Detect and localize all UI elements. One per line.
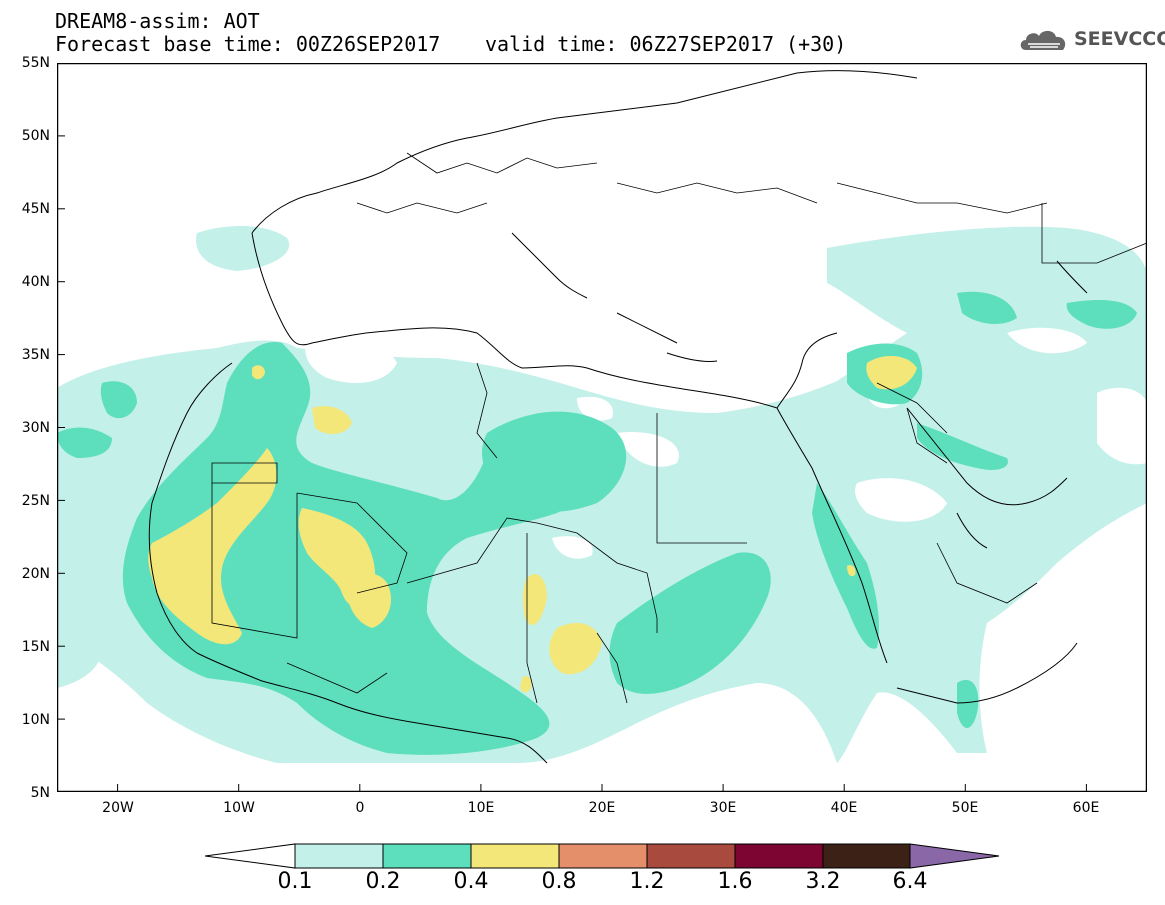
- colorbar-box-3: [470, 843, 560, 869]
- lon-label-60e: 60E: [1072, 800, 1100, 816]
- lon-label-10w: 10W: [223, 800, 255, 816]
- lon-label-0: 0: [355, 800, 365, 816]
- lon-label-50e: 50E: [951, 800, 979, 816]
- seevccc-logo: SEEVCCC: [1018, 26, 1165, 52]
- colorbar-label: 0.1: [277, 869, 313, 894]
- colorbar-box-5: [646, 843, 736, 869]
- logo-text: SEEVCCC: [1074, 28, 1165, 50]
- borders: [211, 152, 1147, 704]
- axis-ticks: [57, 63, 1087, 792]
- lat-label-50n: 50N: [21, 128, 50, 144]
- aot-clear-areas: [305, 327, 1147, 559]
- lon-label-20e: 20E: [588, 800, 616, 816]
- lon-label-20w: 20W: [102, 800, 134, 816]
- lat-label-30n: 30N: [21, 420, 50, 436]
- lat-label-35n: 35N: [21, 347, 50, 363]
- colorbar-label: 3.2: [805, 869, 841, 894]
- colorbar-over-triangle: [909, 843, 1000, 869]
- lon-label-10e: 10E: [467, 800, 495, 816]
- lat-label-20n: 20N: [21, 566, 50, 582]
- lat-label-45n: 45N: [21, 201, 50, 217]
- lat-label-55n: 55N: [21, 55, 50, 71]
- valid-time: valid time: 06Z27SEP2017 (+30): [485, 32, 847, 56]
- coastlines: [148, 70, 1088, 764]
- lat-label-10n: 10N: [21, 712, 50, 728]
- aot-map: [57, 63, 1147, 792]
- colorbar-box-4: [558, 843, 648, 869]
- colorbar-under-triangle: [205, 843, 296, 869]
- colorbar-box-7: [822, 843, 911, 869]
- lon-label-40e: 40E: [830, 800, 858, 816]
- forecast-base-time: Forecast base time: 00Z26SEP2017: [55, 32, 441, 56]
- lat-label-25n: 25N: [21, 493, 50, 509]
- cloud-icon: [1020, 30, 1066, 50]
- map-border: [57, 63, 1147, 792]
- colorbar-label: 0.4: [453, 869, 489, 894]
- colorbar-label: 6.4: [892, 869, 928, 894]
- map-title: DREAM8-assim: AOT: [55, 9, 260, 33]
- colorbar-label: 1.2: [629, 869, 665, 894]
- colorbar-box-2: [382, 843, 472, 869]
- lat-label-15n: 15N: [21, 639, 50, 655]
- colorbar-box-1: [294, 843, 384, 869]
- colorbar: [205, 843, 1000, 869]
- lat-label-40n: 40N: [21, 274, 50, 290]
- colorbar-box-6: [734, 843, 824, 869]
- lon-label-30e: 30E: [709, 800, 737, 816]
- colorbar-label: 0.2: [365, 869, 401, 894]
- lat-label-5n: 5N: [30, 785, 50, 801]
- colorbar-label: 1.6: [717, 869, 753, 894]
- colorbar-label: 0.8: [541, 869, 577, 894]
